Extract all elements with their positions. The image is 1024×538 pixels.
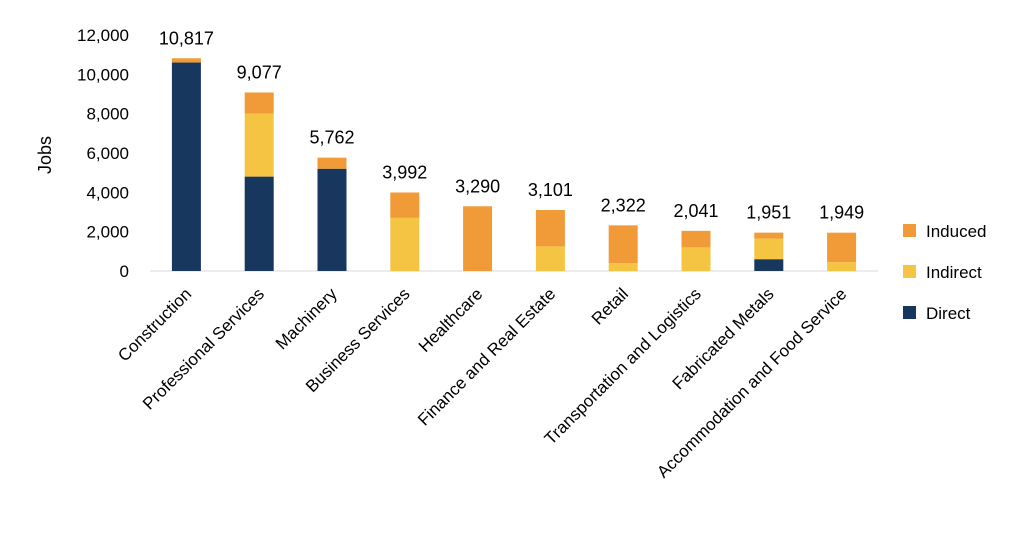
bar-segment-indirect [535,246,565,271]
total-label: 10,817 [159,28,214,48]
y-tick-label: 8,000 [86,105,129,124]
legend-swatch-induced [903,224,916,237]
legend: Induced Indirect Direct [903,222,987,323]
total-label: 2,041 [673,201,718,221]
total-label: 1,951 [746,203,791,223]
legend-label-direct: Direct [926,304,971,323]
category-label: Retail [588,284,632,328]
bar-segment-indirect [827,262,857,271]
bar-segment-indirect [608,263,638,271]
total-labels: 10,817 9,077 5,762 3,992 3,290 3,101 2,322 2,04… [159,28,864,222]
bar-segment-indirect [390,217,420,271]
total-label: 3,992 [382,162,427,182]
bar-segment-induced [681,230,711,248]
total-label: 3,101 [528,180,573,200]
bar-segment-direct [754,259,784,271]
y-tick-label: 0 [120,262,129,281]
category-label: Construction [114,284,195,365]
bar-segment-induced [463,206,493,271]
y-tick-label: 6,000 [86,144,129,163]
bars [171,58,857,272]
bar-segment-indirect [754,238,784,260]
category-label: Professional Services [139,284,268,413]
y-axis-ticks: 0 2,000 4,000 6,000 8,000 10,000 12,000 [77,26,129,281]
bar-segment-indirect [681,247,711,271]
legend-swatch-direct [903,306,916,319]
bar-segment-induced [390,192,420,218]
bar-segment-induced [754,232,784,239]
category-label: Machinery [272,284,341,353]
bar-segment-direct [244,176,274,271]
category-label: Healthcare [415,284,487,356]
bar-segment-induced [317,157,347,169]
total-label: 2,322 [601,195,646,215]
total-label: 3,290 [455,176,500,196]
y-axis-label: Jobs [35,136,55,174]
category-label: Finance and Real Estate [414,284,559,429]
y-tick-label: 12,000 [77,26,129,45]
total-label: 5,762 [309,128,354,148]
y-tick-label: 2,000 [86,223,129,242]
bar-segment-induced [535,210,565,247]
legend-swatch-indirect [903,265,916,278]
bar-segment-induced [608,225,638,264]
bar-segment-direct [317,168,347,271]
total-label: 9,077 [237,62,282,82]
bar-segment-induced [244,92,274,114]
bar-segment-indirect [244,113,274,177]
total-label: 1,949 [819,203,864,223]
y-tick-label: 10,000 [77,65,129,84]
category-label: Transportation and Logistics [541,284,705,448]
legend-label-induced: Induced [926,222,987,241]
bar-segment-direct [171,62,201,272]
bar-segment-induced [171,58,201,63]
bar-segment-induced [827,232,857,263]
y-tick-label: 4,000 [86,183,129,202]
legend-label-indirect: Indirect [926,263,982,282]
